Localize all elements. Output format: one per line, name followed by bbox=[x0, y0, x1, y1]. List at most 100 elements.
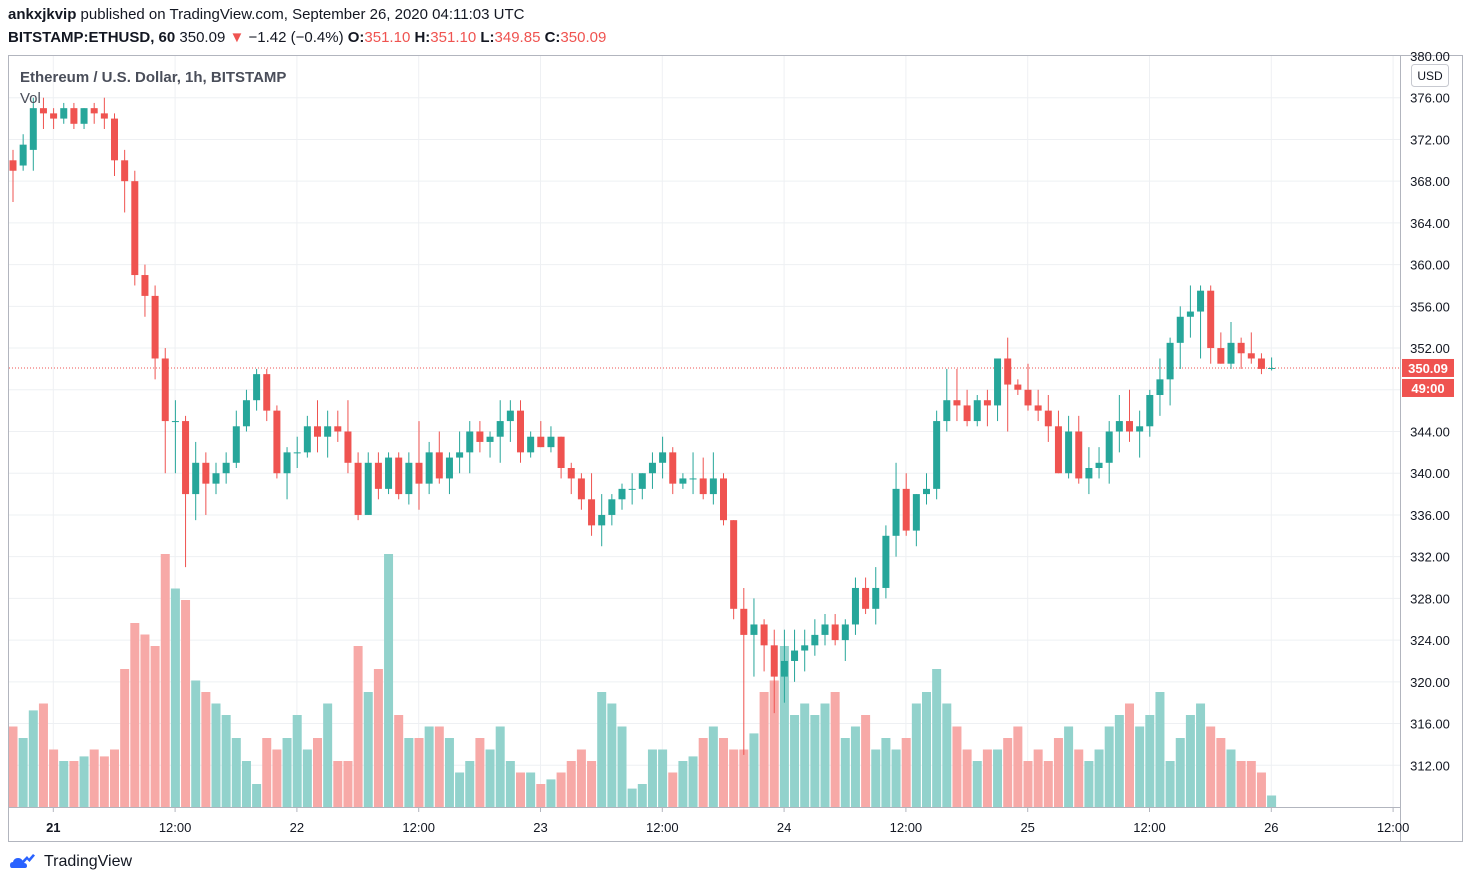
volume-bar bbox=[1165, 761, 1175, 807]
volume-bar bbox=[1094, 749, 1104, 807]
candle-body bbox=[263, 374, 271, 411]
volume-bar bbox=[587, 761, 597, 807]
price-tick-label: 340.00 bbox=[1410, 466, 1450, 481]
tradingview-cloud-icon bbox=[10, 854, 35, 868]
volume-bar bbox=[546, 779, 556, 807]
volume-bar bbox=[414, 738, 424, 807]
volume-bar bbox=[231, 738, 241, 807]
volume-bar bbox=[1074, 749, 1084, 807]
candle-body bbox=[557, 436, 565, 469]
countdown-label: 49:00 bbox=[1411, 381, 1444, 396]
volume-bar bbox=[1206, 726, 1216, 807]
candle-body bbox=[608, 499, 616, 515]
candle-body bbox=[1044, 410, 1052, 427]
price-tick-label: 364.00 bbox=[1410, 216, 1450, 231]
volume-bar bbox=[38, 703, 48, 807]
volume-bar bbox=[28, 710, 38, 807]
candle-body bbox=[70, 108, 78, 124]
candle-body bbox=[943, 400, 951, 422]
volume-bar bbox=[1125, 703, 1134, 807]
candle-body bbox=[1115, 421, 1123, 432]
time-tick-label: 12:00 bbox=[402, 820, 435, 835]
volume-bar bbox=[292, 715, 302, 807]
volume-bar bbox=[759, 692, 769, 807]
candle-body bbox=[1156, 379, 1164, 395]
candle-body bbox=[171, 421, 179, 423]
volume-bar bbox=[536, 784, 546, 807]
volume-bar bbox=[678, 761, 688, 807]
candle-body bbox=[780, 660, 788, 677]
currency-badge[interactable]: USD bbox=[1411, 64, 1449, 87]
volume-bar bbox=[982, 749, 992, 807]
candle-body bbox=[537, 436, 545, 448]
candle-body bbox=[618, 488, 626, 500]
volume-bar bbox=[1084, 761, 1094, 807]
candle-body bbox=[435, 452, 443, 479]
candle-body bbox=[973, 400, 981, 422]
candle-body bbox=[1237, 342, 1245, 354]
candle-body bbox=[750, 624, 758, 635]
last-price-tag: 350.09 49:00 bbox=[1402, 358, 1454, 397]
candle-body bbox=[699, 478, 707, 495]
last-price-tag-label: 350.09 bbox=[1408, 361, 1448, 376]
candle-body bbox=[385, 457, 393, 489]
candle-body bbox=[80, 108, 88, 124]
volume-bar bbox=[404, 738, 414, 807]
volume-bar bbox=[79, 756, 89, 807]
published-text: published on TradingView.com, September … bbox=[76, 6, 525, 23]
candle-body bbox=[1054, 426, 1062, 474]
volume-bar bbox=[607, 703, 617, 807]
candle-body bbox=[1207, 290, 1215, 349]
volume-bar bbox=[1064, 726, 1074, 807]
volume-bar bbox=[790, 715, 800, 807]
candle-body bbox=[29, 108, 37, 150]
volume-bar bbox=[698, 738, 708, 807]
candle-body bbox=[415, 462, 423, 484]
candle-body bbox=[567, 468, 575, 479]
volume-bar bbox=[69, 761, 79, 807]
candle-body bbox=[445, 457, 453, 479]
volume-bar bbox=[505, 761, 515, 807]
volume-bar bbox=[840, 738, 850, 807]
volume-bar bbox=[1114, 715, 1124, 807]
time-tick-label: 21 bbox=[46, 820, 60, 835]
price-axis: 312.00 316.00 320.00 324.00 328.00 332.00 336.… bbox=[1410, 49, 1450, 773]
candle-body bbox=[963, 405, 971, 422]
candle-body bbox=[293, 452, 301, 454]
candle-body bbox=[760, 624, 768, 646]
tradingview-logo[interactable]: TradingView bbox=[8, 852, 132, 872]
volume-bar bbox=[1013, 726, 1023, 807]
price-tick-label: 336.00 bbox=[1410, 508, 1450, 523]
candle-body bbox=[1186, 311, 1194, 317]
volume-bar bbox=[1145, 715, 1155, 807]
candle-body bbox=[1197, 290, 1205, 312]
volume-bar bbox=[850, 726, 860, 807]
volume-bar bbox=[810, 715, 820, 807]
candle-body bbox=[527, 436, 535, 453]
candle-body bbox=[182, 421, 190, 495]
volume-bar bbox=[952, 726, 962, 807]
change-arrow: ▼ bbox=[229, 29, 245, 46]
volume-bar bbox=[363, 692, 373, 807]
volume-bar bbox=[485, 749, 495, 807]
candle-body bbox=[1217, 348, 1225, 364]
candle-body bbox=[1146, 394, 1154, 427]
candle-body bbox=[456, 452, 464, 458]
high-label: H: bbox=[414, 29, 431, 46]
volume-bar bbox=[201, 692, 211, 807]
candle-body bbox=[1075, 431, 1083, 479]
time-tick-label: 25 bbox=[1020, 820, 1034, 835]
candle-body bbox=[232, 426, 240, 463]
candle-body bbox=[344, 431, 352, 463]
volume-bar bbox=[211, 703, 221, 807]
candle-body bbox=[1166, 342, 1174, 380]
candle-body bbox=[638, 473, 646, 489]
volume-bar bbox=[140, 634, 150, 807]
volume-bar bbox=[1175, 738, 1185, 807]
volume-bar bbox=[444, 738, 454, 807]
candle-body bbox=[1247, 353, 1255, 359]
price-tick-label: 320.00 bbox=[1410, 675, 1450, 690]
candle-body bbox=[953, 400, 961, 406]
time-tick-label: 22 bbox=[290, 820, 304, 835]
